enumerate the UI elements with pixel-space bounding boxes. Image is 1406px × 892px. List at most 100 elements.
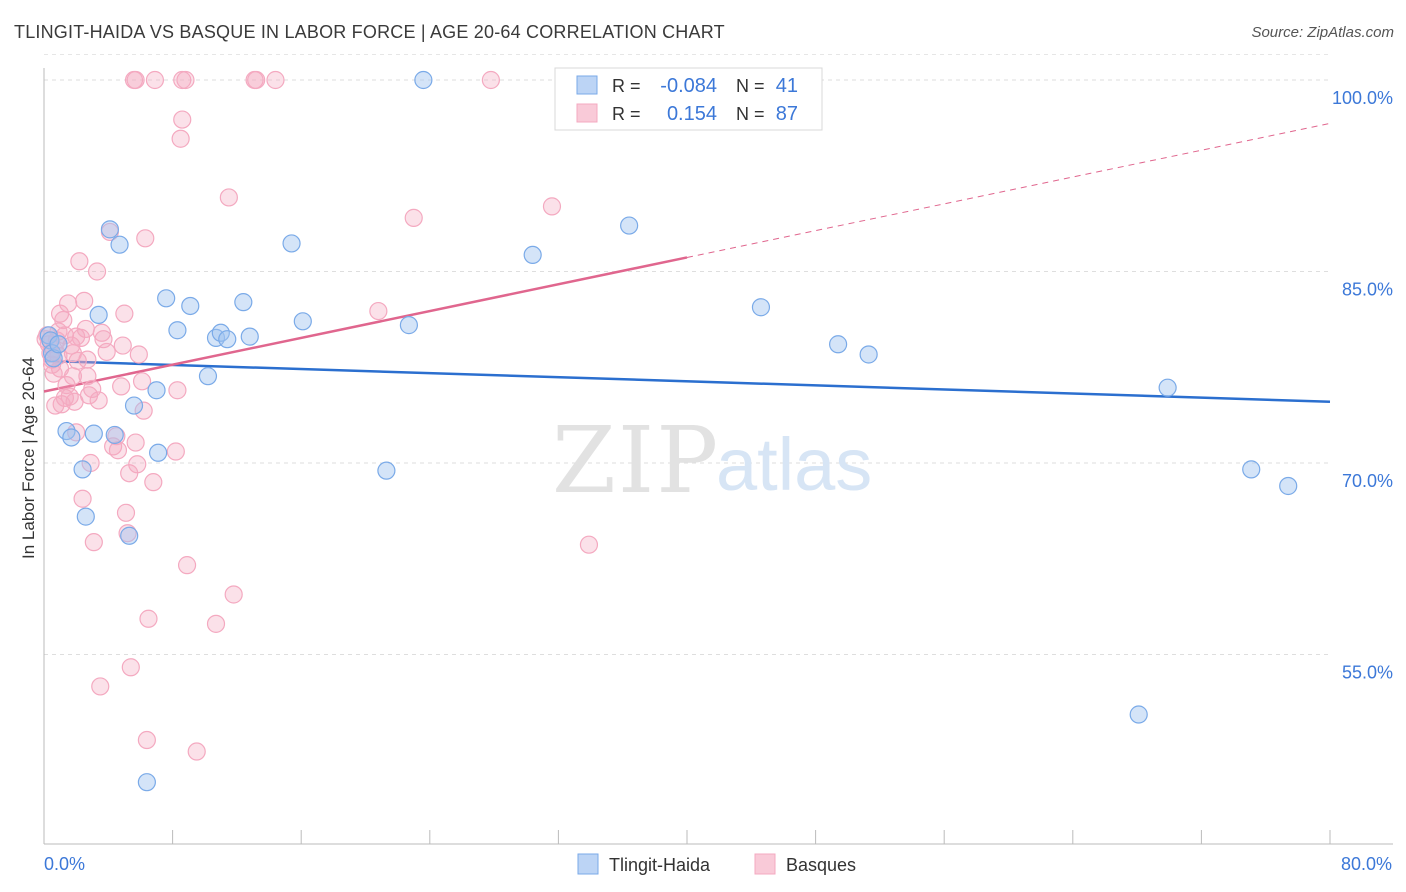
point-tlingit-haida bbox=[105, 425, 124, 445]
point-tlingit-haida bbox=[147, 381, 166, 400]
point-basques bbox=[92, 323, 111, 342]
point-tlingit-haida bbox=[76, 507, 95, 526]
point-tlingit-haida bbox=[620, 216, 639, 235]
point-basques bbox=[404, 208, 423, 227]
point-basques bbox=[166, 442, 185, 461]
point-tlingit-haida bbox=[1158, 378, 1177, 397]
point-tlingit-haida bbox=[1279, 476, 1298, 496]
y-axis-label: In Labor Force | Age 20-64 bbox=[19, 357, 38, 559]
y-tick-label: 85.0% bbox=[1342, 280, 1393, 300]
chart-title: TLINGIT-HAIDA VS BASQUE IN LABOR FORCE |… bbox=[14, 22, 725, 42]
point-basques bbox=[134, 401, 153, 420]
point-basques bbox=[116, 503, 136, 522]
trend-line-extension-basques bbox=[686, 122, 1331, 258]
point-basques bbox=[73, 489, 92, 508]
point-tlingit-haida bbox=[751, 298, 771, 317]
y-tick-label: 55.0% bbox=[1342, 663, 1393, 683]
point-tlingit-haida bbox=[49, 335, 68, 354]
point-basques bbox=[55, 388, 74, 407]
point-basques bbox=[171, 129, 190, 148]
point-basques bbox=[84, 533, 103, 552]
point-basques bbox=[67, 423, 86, 442]
point-tlingit-haida bbox=[523, 245, 542, 265]
point-tlingit-haida bbox=[293, 312, 312, 331]
point-basques bbox=[70, 252, 89, 271]
x-tick-label-min: 0.0% bbox=[44, 854, 85, 874]
point-basques bbox=[71, 328, 91, 347]
point-basques bbox=[137, 730, 156, 750]
source-label: Source: ZipAtlas.com bbox=[1251, 24, 1394, 41]
point-tlingit-haida bbox=[62, 428, 81, 447]
point-tlingit-haida bbox=[149, 443, 168, 462]
point-tlingit-haida bbox=[110, 235, 129, 254]
point-basques bbox=[206, 614, 226, 633]
point-basques bbox=[187, 742, 206, 761]
point-basques bbox=[63, 367, 83, 386]
stats-n-value-tlingit: 41 bbox=[776, 75, 798, 97]
point-basques bbox=[126, 70, 145, 90]
point-tlingit-haida bbox=[377, 461, 396, 480]
point-tlingit-haida bbox=[89, 305, 108, 325]
point-tlingit-haida bbox=[859, 345, 878, 364]
legend-swatch-basques bbox=[754, 853, 776, 875]
point-basques bbox=[121, 658, 140, 677]
stats-box: R = -0.084 N = 41 R = 0.154 N = 87 bbox=[554, 67, 823, 131]
point-basques bbox=[266, 70, 285, 90]
trend-line-basques bbox=[43, 256, 688, 393]
point-tlingit-haida bbox=[73, 460, 92, 479]
point-tlingit-haida bbox=[240, 327, 259, 346]
stats-r-label-tlingit: R = bbox=[612, 76, 641, 96]
point-basques bbox=[50, 304, 70, 323]
point-basques bbox=[97, 342, 116, 362]
point-tlingit-haida bbox=[124, 396, 144, 415]
point-basques bbox=[542, 197, 562, 216]
point-tlingit-haida bbox=[282, 234, 301, 253]
point-tlingit-haida bbox=[234, 293, 253, 312]
point-basques bbox=[224, 585, 243, 604]
point-basques bbox=[78, 367, 97, 386]
watermark-atlas: atlas bbox=[716, 423, 872, 506]
point-tlingit-haida bbox=[829, 335, 848, 354]
point-basques bbox=[78, 350, 97, 369]
point-basques bbox=[177, 556, 197, 575]
stats-r-value-tlingit: -0.084 bbox=[660, 75, 717, 97]
stats-n-value-basques: 87 bbox=[776, 103, 798, 125]
watermark-zip: ZIP bbox=[552, 407, 720, 514]
point-basques bbox=[168, 381, 187, 400]
point-basques bbox=[46, 396, 65, 415]
point-basques bbox=[144, 473, 163, 492]
point-tlingit-haida bbox=[168, 321, 187, 340]
point-tlingit-haida bbox=[218, 330, 237, 349]
point-basques bbox=[145, 70, 165, 90]
point-tlingit-haida bbox=[44, 349, 63, 368]
point-tlingit-haida bbox=[399, 316, 419, 335]
legend-label-basques: Basques bbox=[786, 855, 856, 875]
point-basques bbox=[247, 70, 266, 90]
point-basques bbox=[369, 301, 388, 321]
point-tlingit-haida bbox=[157, 289, 176, 308]
point-basques bbox=[579, 535, 599, 554]
y-tick-label: 70.0% bbox=[1342, 471, 1393, 491]
data-points bbox=[36, 70, 1298, 792]
point-tlingit-haida bbox=[1242, 460, 1261, 479]
point-basques bbox=[139, 609, 158, 628]
point-basques bbox=[128, 455, 147, 474]
trend-lines bbox=[43, 122, 1331, 403]
point-basques bbox=[219, 188, 238, 207]
point-basques bbox=[126, 433, 145, 452]
stats-swatch-tlingit bbox=[576, 75, 598, 95]
point-basques bbox=[89, 391, 108, 410]
point-basques bbox=[173, 110, 192, 129]
point-basques bbox=[91, 677, 110, 696]
axes bbox=[43, 68, 1393, 845]
legend-label-tlingit: Tlingit-Haida bbox=[609, 855, 711, 875]
point-tlingit-haida bbox=[84, 424, 103, 443]
point-basques bbox=[87, 262, 107, 281]
point-basques bbox=[108, 441, 128, 460]
point-basques bbox=[481, 70, 500, 90]
x-tick-label-max: 80.0% bbox=[1341, 854, 1392, 874]
y-tick-label: 100.0% bbox=[1332, 88, 1393, 108]
point-basques bbox=[129, 345, 148, 364]
legend-swatch-tlingit bbox=[577, 853, 599, 875]
